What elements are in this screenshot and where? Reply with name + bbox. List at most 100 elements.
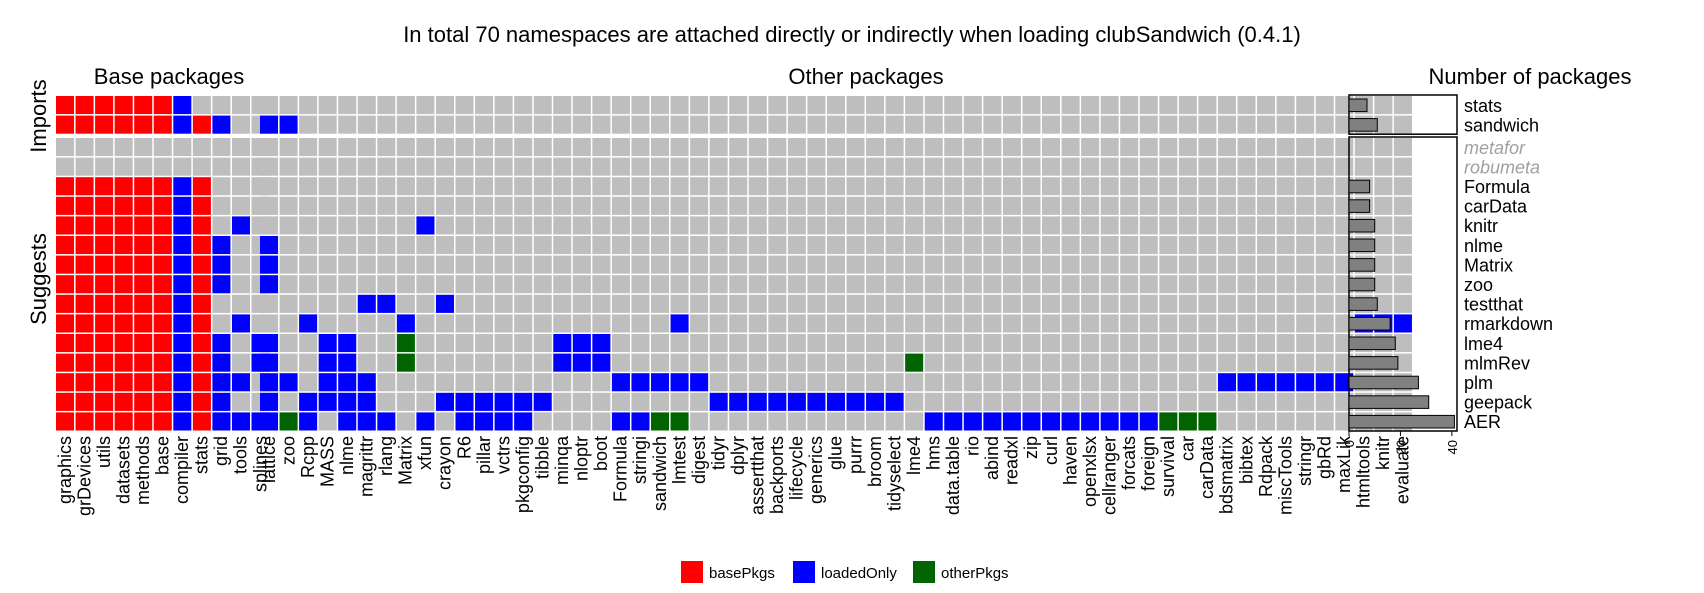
cell-suggests-rmarkdown-lattice <box>260 314 279 333</box>
cell-suggests-robumeta-survival <box>1159 157 1178 176</box>
cell-suggests-rmarkdown-tools <box>231 314 250 333</box>
cell-suggests-cardata-rdpack <box>1257 196 1276 215</box>
cell-suggests-rmarkdown-rlang <box>377 314 396 333</box>
cell-suggests-robumeta-tidyr <box>709 157 728 176</box>
cell-suggests-rmarkdown-cellranger <box>1100 314 1119 333</box>
cell-suggests-matrix-grid <box>212 255 231 274</box>
cell-suggests-robumeta-stringi <box>631 157 650 176</box>
cell-suggests-plm-purrr <box>846 373 865 392</box>
cell-suggests-mlmrev-crayon <box>435 353 454 372</box>
cell-suggests-mlmrev-grid <box>212 353 231 372</box>
cell-suggests-formula-bdsmatrix <box>1217 177 1236 196</box>
cell-suggests-plm-grdevices <box>75 373 94 392</box>
cell-suggests-formula-cardata <box>1198 177 1217 196</box>
cell-suggests-rmarkdown-survival <box>1159 314 1178 333</box>
cell-suggests-knitr-lattice <box>260 216 279 235</box>
cell-suggests-knitr-cardata <box>1198 216 1217 235</box>
cell-suggests-aer-cellranger <box>1100 412 1119 431</box>
cell-suggests-matrix-lifecycle <box>787 255 806 274</box>
cell-imports-sandwich-minqa <box>553 115 572 134</box>
cell-suggests-geepack-hms <box>924 392 943 411</box>
cell-suggests-mlmrev-openxlsx <box>1081 353 1100 372</box>
cell-suggests-nlme-assertthat <box>748 236 767 255</box>
legend-swatch-basepkgs <box>681 561 703 583</box>
column-label-pillar: pillar <box>474 436 494 474</box>
cell-imports-stats-compiler <box>173 96 192 115</box>
cell-suggests-matrix-mass <box>318 255 337 274</box>
cell-suggests-plm-rcpp <box>299 373 318 392</box>
cell-suggests-matrix-bdsmatrix <box>1217 255 1236 274</box>
cell-imports-stats-survival <box>1159 96 1178 115</box>
cell-suggests-zoo-readxl <box>1002 275 1021 294</box>
column-label-rlang: rlang <box>376 436 396 476</box>
cell-suggests-matrix-matrix <box>396 255 415 274</box>
cell-suggests-lme4-tibble <box>533 334 552 353</box>
cell-suggests-knitr-stringr <box>1296 216 1315 235</box>
cell-suggests-zoo-utils <box>95 275 114 294</box>
cell-suggests-robumeta-pkgconfig <box>514 157 533 176</box>
cell-suggests-rmarkdown-data-table <box>944 314 963 333</box>
cell-suggests-knitr-tidyr <box>709 216 728 235</box>
cell-suggests-nlme-abind <box>983 236 1002 255</box>
cell-suggests-geepack-dplyr <box>729 392 748 411</box>
cell-suggests-robumeta-grid <box>212 157 231 176</box>
cell-suggests-plm-survival <box>1159 373 1178 392</box>
cell-suggests-metafor-datasets <box>114 138 133 157</box>
cell-suggests-robumeta-rcpp <box>299 157 318 176</box>
cell-suggests-metafor-nlme <box>338 138 357 157</box>
cell-suggests-testthat-tools <box>231 294 250 313</box>
cell-suggests-lme4-tidyr <box>709 334 728 353</box>
cell-suggests-plm-bibtex <box>1237 373 1256 392</box>
cell-suggests-robumeta-rio <box>963 157 982 176</box>
cell-suggests-knitr-base <box>153 216 172 235</box>
cell-suggests-rmarkdown-nloptr <box>572 314 591 333</box>
cell-suggests-nlme-misctools <box>1276 236 1295 255</box>
cell-suggests-metafor-dplyr <box>729 138 748 157</box>
column-label-pkgconfig: pkgconfig <box>513 436 533 513</box>
cell-suggests-aer-survival <box>1159 412 1178 431</box>
column-label-nlme: nlme <box>337 436 357 475</box>
cell-suggests-plm-hms <box>924 373 943 392</box>
cell-suggests-aer-car <box>1178 412 1197 431</box>
cell-suggests-mlmrev-base <box>153 353 172 372</box>
cell-suggests-geepack-lme4 <box>905 392 924 411</box>
cell-suggests-aer-abind <box>983 412 1002 431</box>
cell-suggests-nlme-purrr <box>846 236 865 255</box>
cell-suggests-mlmrev-nlme <box>338 353 357 372</box>
cell-suggests-plm-tibble <box>533 373 552 392</box>
cell-suggests-geepack-base <box>153 392 172 411</box>
cell-suggests-nlme-backports <box>768 236 787 255</box>
cell-imports-sandwich-utils <box>95 115 114 134</box>
cell-imports-stats-stringi <box>631 96 650 115</box>
cell-suggests-cardata-openxlsx <box>1081 196 1100 215</box>
cell-suggests-metafor-cardata <box>1198 138 1217 157</box>
cell-imports-stats-rio <box>963 96 982 115</box>
column-label-data-table: data.table <box>943 436 963 515</box>
cell-suggests-metafor-misctools <box>1276 138 1295 157</box>
cell-suggests-metafor-lifecycle <box>787 138 806 157</box>
cell-imports-stats-rlang <box>377 96 396 115</box>
cell-suggests-rmarkdown-rcpp <box>299 314 318 333</box>
cell-suggests-testthat-data-table <box>944 294 963 313</box>
cell-imports-stats-gbrd <box>1315 96 1334 115</box>
cell-suggests-matrix-tidyr <box>709 255 728 274</box>
cell-suggests-formula-misctools <box>1276 177 1295 196</box>
cell-suggests-zoo-car <box>1178 275 1197 294</box>
cell-suggests-metafor-gbrd <box>1315 138 1334 157</box>
cell-suggests-robumeta-knitr <box>1374 157 1393 176</box>
cell-suggests-metafor-formula <box>611 138 630 157</box>
column-label-abind: abind <box>982 436 1002 480</box>
cell-suggests-formula-stringr <box>1296 177 1315 196</box>
column-label-formula: Formula <box>611 435 631 502</box>
cell-suggests-lme4-xfun <box>416 334 435 353</box>
cell-imports-stats-car <box>1178 96 1197 115</box>
column-label-sandwich: sandwich <box>650 436 670 511</box>
heatmap: graphics grDevices utils datasets methods bas… <box>55 96 1413 516</box>
column-label-digest: digest <box>689 436 709 484</box>
cell-suggests-metafor-lattice <box>260 138 279 157</box>
cell-suggests-mlmrev-grdevices <box>75 353 94 372</box>
cell-imports-stats-minqa <box>553 96 572 115</box>
cell-suggests-mlmrev-matrix <box>396 353 415 372</box>
cell-suggests-lme4-pkgconfig <box>514 334 533 353</box>
cell-suggests-rmarkdown-xfun <box>416 314 435 333</box>
